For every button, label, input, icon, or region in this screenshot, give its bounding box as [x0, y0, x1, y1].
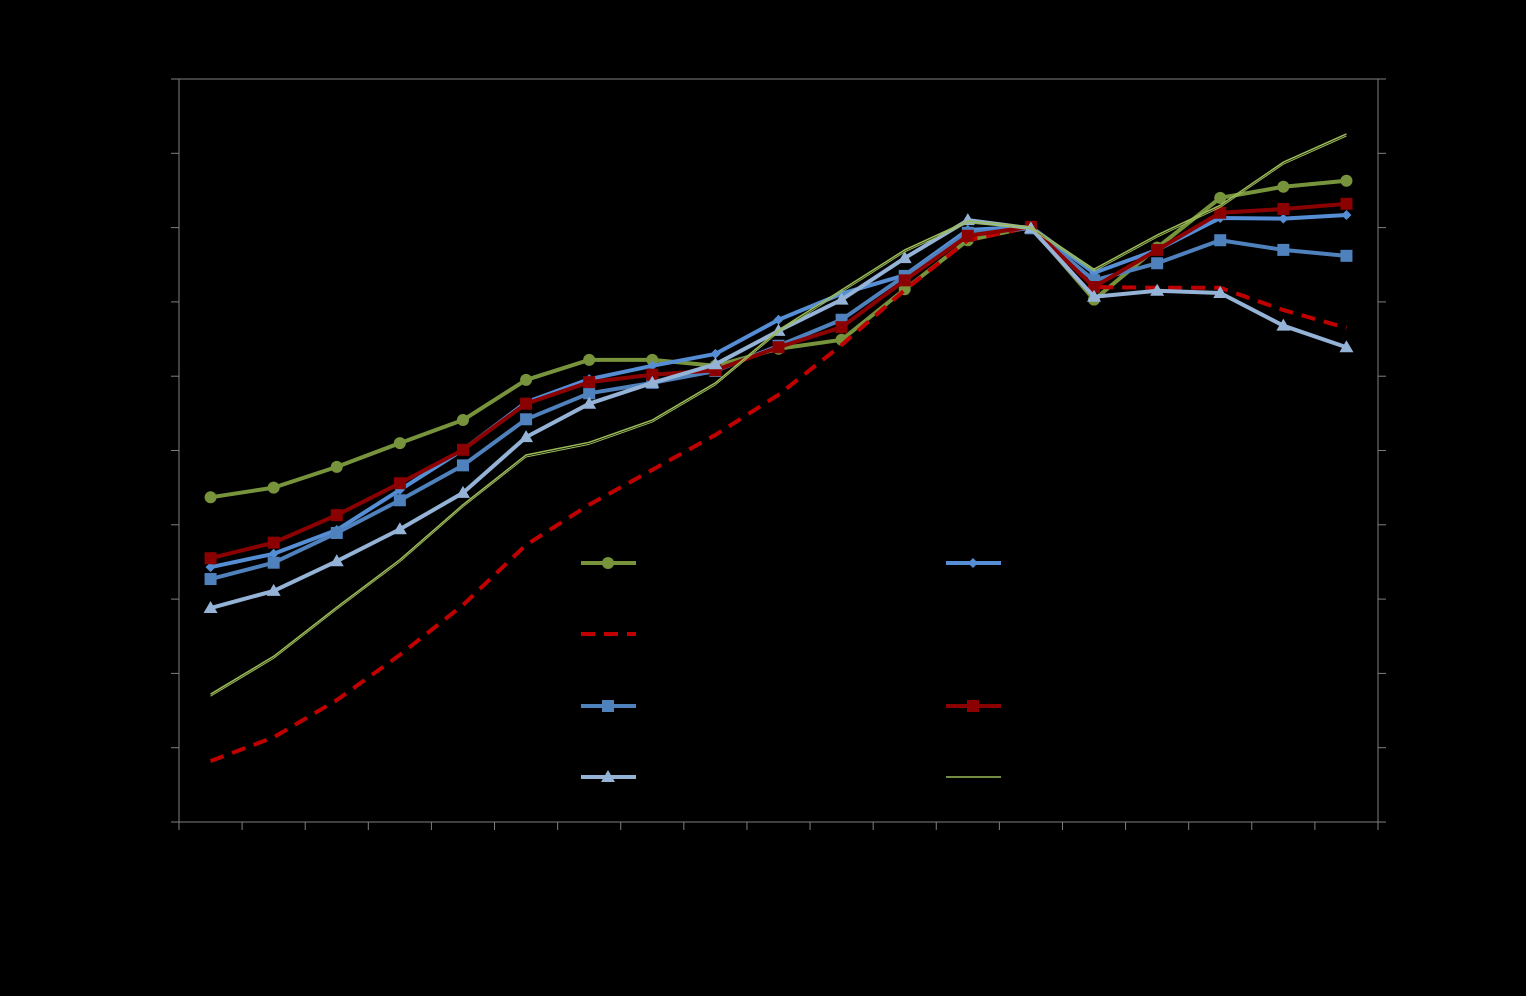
- data-point: [267, 481, 280, 494]
- data-point: [393, 437, 406, 450]
- data-point: [456, 459, 469, 472]
- series-line-inner: [589, 421, 653, 445]
- data-point: [1088, 281, 1101, 294]
- y-tick-label: 2: [159, 664, 167, 680]
- y-tick-label: 7: [159, 293, 167, 309]
- data-point: [205, 562, 216, 573]
- data-point: [1213, 285, 1228, 298]
- data-point: [1341, 209, 1352, 220]
- data-point: [1214, 206, 1227, 219]
- data-point: [1340, 174, 1353, 187]
- data-point: [897, 251, 912, 264]
- data-point: [1087, 289, 1102, 302]
- data-point: [392, 522, 407, 535]
- data-point: [1277, 203, 1290, 216]
- data-point: [1150, 283, 1165, 296]
- data-point: [266, 583, 281, 596]
- data-point: [267, 556, 280, 569]
- series-line-inner: [778, 291, 842, 333]
- y-tick-label: 1: [159, 738, 167, 754]
- data-point: [330, 509, 343, 522]
- data-point: [710, 348, 721, 359]
- data-point: [520, 397, 533, 410]
- data-point: [268, 548, 279, 559]
- data-point: [961, 229, 974, 242]
- y-tick-label: 0: [159, 813, 167, 829]
- data-point: [204, 552, 217, 565]
- data-point: [898, 274, 911, 287]
- series-line-inner: [1156, 206, 1221, 238]
- series-line-inner: [399, 506, 464, 563]
- y-tick-label: 6: [159, 367, 167, 383]
- data-point: [330, 460, 343, 473]
- data-point: [1151, 257, 1164, 270]
- data-point: [329, 554, 344, 567]
- data-point: [835, 321, 848, 334]
- legend-marker: [602, 700, 614, 712]
- data-point: [647, 360, 658, 371]
- legend-marker: [602, 557, 614, 569]
- data-point: [456, 414, 469, 427]
- data-point: [646, 368, 659, 381]
- legend-marker: [967, 700, 979, 712]
- series-line-inner: [652, 384, 716, 423]
- data-point: [1276, 318, 1291, 331]
- y-tick-label: 10: [151, 70, 167, 86]
- data-point: [204, 491, 217, 504]
- y-tick-label: 4: [159, 516, 167, 532]
- data-point: [646, 353, 659, 366]
- data-point: [708, 357, 723, 370]
- series-line-inner: [210, 657, 274, 697]
- data-point: [1339, 340, 1354, 353]
- series-line-inner: [904, 222, 969, 253]
- data-point: [645, 375, 660, 388]
- series-line-inner: [525, 443, 590, 458]
- data-point: [519, 430, 534, 443]
- series-line-inner: [1030, 228, 1095, 272]
- series-line-inner: [462, 456, 527, 508]
- series-line-inner: [841, 251, 905, 293]
- data-point: [455, 485, 470, 498]
- series-line: [210, 133, 1347, 695]
- series-line-inner: [1093, 236, 1158, 272]
- series-line-inner: [1219, 163, 1284, 208]
- data-point: [583, 353, 596, 366]
- data-point: [393, 477, 406, 490]
- data-point: [1151, 243, 1164, 256]
- data-point: [583, 376, 596, 389]
- data-point: [520, 413, 533, 426]
- data-point: [772, 341, 785, 354]
- data-point: [1214, 191, 1227, 204]
- data-point: [456, 443, 469, 456]
- data-point: [330, 526, 343, 539]
- data-point: [267, 536, 280, 549]
- series-line-inner: [967, 222, 1031, 230]
- data-point: [1340, 197, 1353, 210]
- y-tick-label: 3: [159, 590, 167, 606]
- y-tick-label: 5: [159, 441, 167, 457]
- data-point: [1277, 243, 1290, 256]
- data-point: [773, 314, 784, 325]
- data-point: [582, 396, 597, 409]
- series-line-inner: [336, 561, 401, 610]
- legend-marker: [968, 558, 978, 568]
- data-point: [393, 494, 406, 507]
- data-point: [583, 387, 596, 400]
- data-point: [834, 292, 849, 305]
- series-line-inner: [1283, 135, 1347, 165]
- series-line-inner: [715, 331, 779, 386]
- y-tick-label: 8: [159, 218, 167, 234]
- data-point: [203, 601, 218, 614]
- data-point: [520, 373, 533, 386]
- data-point: [204, 573, 217, 586]
- data-point: [1278, 213, 1289, 224]
- data-point: [1214, 234, 1227, 247]
- data-point: [1340, 249, 1353, 262]
- y-tick-label: 9: [159, 144, 167, 160]
- legend-marker: [601, 770, 615, 782]
- series-line-inner: [273, 608, 338, 659]
- data-point: [1277, 180, 1290, 193]
